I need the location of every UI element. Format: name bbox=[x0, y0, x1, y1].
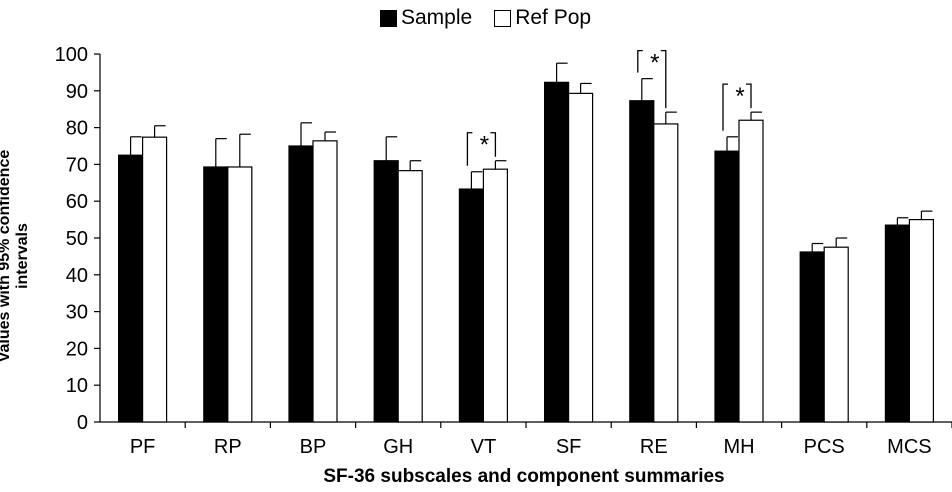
bar-sample bbox=[288, 145, 314, 423]
x-axis-label: SF-36 subscales and component summaries bbox=[323, 466, 725, 487]
y-tick-label: 10 bbox=[66, 375, 88, 397]
bar-sample bbox=[373, 160, 399, 423]
bar-sample bbox=[203, 166, 229, 423]
legend-item-refpop: Ref Pop bbox=[494, 6, 591, 30]
significance-bracket-right bbox=[660, 50, 667, 109]
legend: Sample Ref Pop bbox=[380, 6, 613, 30]
x-tick-label: MH bbox=[723, 436, 754, 458]
bar-refpop bbox=[312, 140, 338, 423]
bars-group bbox=[117, 62, 935, 423]
bar-refpop bbox=[567, 92, 594, 423]
bar-refpop bbox=[397, 170, 423, 423]
x-tick-label: VT bbox=[471, 436, 497, 458]
y-tick-label: 60 bbox=[66, 191, 88, 213]
bar-refpop bbox=[227, 166, 253, 423]
bar-refpop bbox=[823, 246, 849, 423]
y-axis-label: Values with 95% confidence intervals bbox=[0, 149, 31, 363]
x-tick-label: RE bbox=[640, 436, 668, 458]
x-tick-label: GH bbox=[383, 436, 413, 458]
x-tick-label: MCS bbox=[887, 436, 931, 458]
bar-refpop bbox=[142, 136, 168, 423]
y-tick-label: 30 bbox=[66, 302, 88, 324]
bar-refpop bbox=[482, 168, 508, 423]
x-tick-label: RP bbox=[214, 436, 242, 458]
bar-sample bbox=[543, 81, 570, 423]
legend-swatch-sample bbox=[380, 9, 397, 27]
bar-refpop bbox=[653, 123, 679, 423]
x-tick-label: BP bbox=[300, 436, 327, 458]
y-tick-label: 50 bbox=[66, 228, 88, 250]
bar-refpop bbox=[908, 219, 935, 423]
bar-sample bbox=[799, 251, 825, 423]
y-tick-label: 20 bbox=[66, 338, 88, 360]
bar-refpop bbox=[738, 119, 764, 423]
x-tick-labels: PF RP BP GH VT SF RE MH PCS MCS bbox=[130, 436, 932, 458]
significance-bracket-left bbox=[637, 50, 643, 73]
y-tick-label: 80 bbox=[66, 118, 88, 140]
bar-sample bbox=[629, 100, 655, 423]
bar-sample bbox=[714, 150, 740, 423]
legend-swatch-refpop bbox=[494, 9, 512, 27]
y-tick-label: 90 bbox=[66, 81, 88, 103]
significance-bracket-left bbox=[466, 132, 473, 166]
x-tick-label: PCS bbox=[804, 436, 845, 458]
significance-bracket-left bbox=[722, 83, 728, 131]
y-tick-label: 40 bbox=[66, 265, 88, 287]
legend-label-sample: Sample bbox=[401, 6, 473, 29]
y-tick-label: 70 bbox=[66, 154, 88, 176]
significance-bracket-right bbox=[490, 132, 497, 157]
legend-label-refpop: Ref Pop bbox=[515, 6, 592, 29]
y-tick-labels: 0 10 20 30 40 50 60 70 80 90 100 bbox=[55, 44, 88, 434]
significance-asterisk: * bbox=[735, 83, 744, 110]
legend-item-sample: Sample bbox=[380, 6, 472, 30]
significance-markers: * * * bbox=[466, 50, 752, 166]
y-tick-label: 0 bbox=[77, 412, 88, 434]
y-tick-label: 100 bbox=[55, 44, 88, 66]
significance-asterisk: * bbox=[480, 132, 489, 159]
bar-sample bbox=[117, 154, 144, 423]
x-tick-label: PF bbox=[130, 436, 156, 458]
bar-sample bbox=[458, 188, 484, 423]
x-tick-label: SF bbox=[556, 436, 582, 458]
significance-asterisk: * bbox=[650, 50, 659, 77]
significance-bracket-right bbox=[746, 83, 752, 109]
bar-sample bbox=[884, 224, 911, 423]
